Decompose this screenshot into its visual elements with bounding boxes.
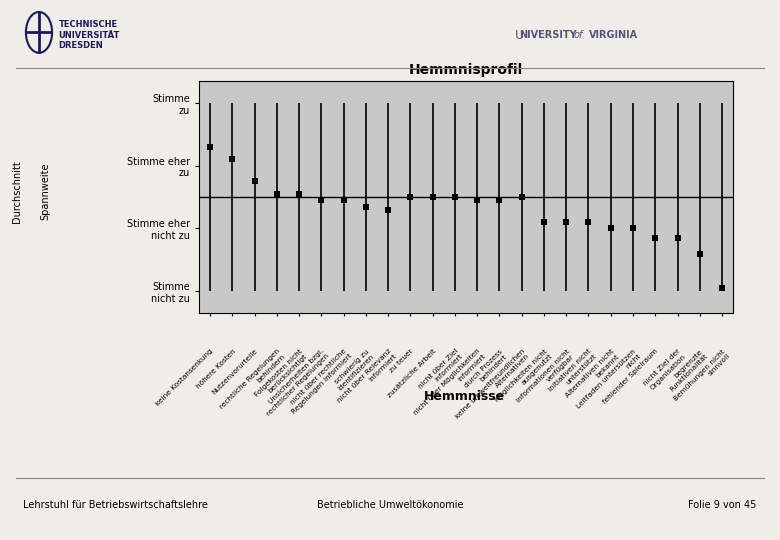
- Text: rechtliche Regelungen
behindern: rechtliche Regelungen behindern: [218, 348, 286, 415]
- Text: höhere Kosten: höhere Kosten: [195, 348, 236, 389]
- Text: Folgekosten nicht
berücksichtigt: Folgekosten nicht berücksichtigt: [254, 348, 308, 403]
- Text: fehlender Spielraum: fehlender Spielraum: [602, 348, 660, 406]
- Text: nicht Ziel der
Organisation: nicht Ziel der Organisation: [643, 348, 686, 392]
- Text: TECHNISCHE
UNIVERSITÄT
DRESDEN: TECHNISCHE UNIVERSITÄT DRESDEN: [58, 20, 120, 50]
- Text: durch Prozess
behindert: durch Prozess behindert: [463, 348, 509, 393]
- Text: Leitfaden untersützen
nicht: Leitfaden untersützen nicht: [576, 348, 642, 414]
- Text: begrenzte
Funktionalität: begrenzte Funktionalität: [664, 348, 709, 393]
- Text: Durchschnitt: Durchschnitt: [12, 160, 22, 223]
- Text: zusätzliche Arbeit: zusätzliche Arbeit: [386, 348, 437, 399]
- Title: Hemmnisprofil: Hemmnisprofil: [409, 63, 523, 77]
- Text: nicht über Ziel
informiert: nicht über Ziel informiert: [417, 348, 464, 395]
- Text: nicht über Relevanz
informiert: nicht über Relevanz informiert: [336, 348, 397, 409]
- Text: Alternativen nicht
bekannt: Alternativen nicht bekannt: [564, 348, 620, 404]
- Text: keine umweltfreundlichen
Alternativen: keine umweltfreundlichen Alternativen: [454, 348, 531, 424]
- Text: NIVERSITY: NIVERSITY: [519, 30, 576, 40]
- Text: Hemmnisse: Hemmnisse: [424, 390, 505, 403]
- Text: zu teuer: zu teuer: [388, 348, 415, 374]
- Text: nicht über Möglichkeiten
informiert: nicht über Möglichkeiten informiert: [413, 348, 487, 421]
- Text: U: U: [515, 29, 524, 42]
- Text: VIRGINIA: VIRGINIA: [589, 30, 638, 40]
- Text: Betriebliche Umweltökonomie: Betriebliche Umweltökonomie: [317, 500, 463, 510]
- Text: Folie 9 von 45: Folie 9 von 45: [688, 500, 757, 510]
- Text: Spannweite: Spannweite: [41, 163, 50, 220]
- Text: keine Kostansenkung: keine Kostansenkung: [155, 348, 214, 407]
- Text: Nutzenvorurteile: Nutzenvorurteile: [211, 348, 259, 396]
- Text: Informationen nicht
verfügbar: Informationen nicht verfügbar: [515, 348, 576, 408]
- Text: of: of: [573, 30, 583, 40]
- Text: schwierig zu
identifizieren: schwierig zu identifizieren: [332, 348, 375, 392]
- Text: Bemühungen nicht
sinnvoll: Bemühungen nicht sinnvoll: [673, 348, 732, 407]
- Text: Lehrstuhl für Betriebswirtschaftslehre: Lehrstuhl für Betriebswirtschaftslehre: [23, 500, 208, 510]
- Text: nicht über rechtliche
Regelungen informiert: nicht über rechtliche Regelungen informi…: [285, 348, 353, 415]
- Text: Möglichkeiten nicht
ausgenutzt: Möglichkeiten nicht ausgenutzt: [493, 348, 553, 408]
- Text: Initiativen nicht
unterstützt: Initiativen nicht unterstützt: [548, 348, 597, 398]
- Text: Unsicherheiten bzgl.
rechtlicher Regelungen: Unsicherheiten bzgl. rechtlicher Regelun…: [261, 348, 331, 417]
